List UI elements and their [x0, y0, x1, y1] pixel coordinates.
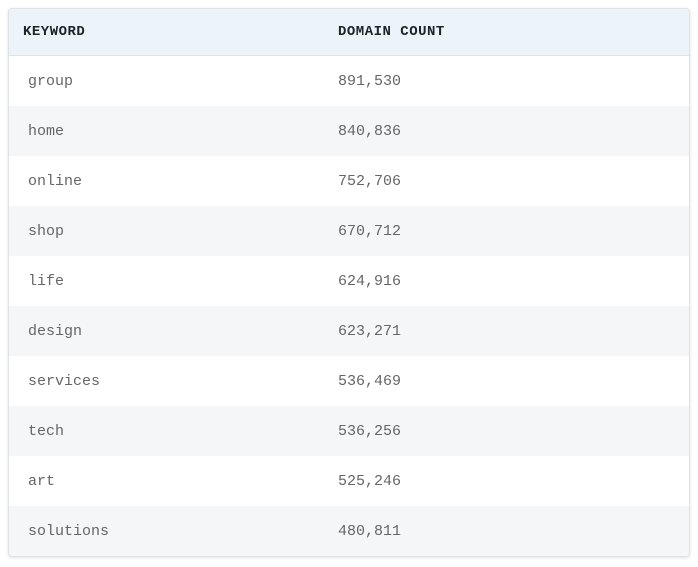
domain-count-column-header: DOMAIN COUNT: [338, 24, 445, 40]
keyword-domain-count-table: KEYWORD DOMAIN COUNT group 891,530 home …: [8, 8, 690, 557]
keyword-cell: art: [28, 472, 56, 490]
keyword-cell: solutions: [28, 522, 110, 540]
keyword-cell: services: [28, 372, 101, 390]
table-row: art 525,246: [9, 456, 689, 506]
domain-count-cell: 623,271: [338, 322, 402, 340]
domain-count-cell: 536,256: [338, 422, 402, 440]
domain-count-cell: 525,246: [338, 472, 402, 490]
table-row: design 623,271: [9, 306, 689, 356]
table-row: shop 670,712: [9, 206, 689, 256]
domain-count-cell: 752,706: [338, 172, 402, 190]
table-row: life 624,916: [9, 256, 689, 306]
table-row: group 891,530: [9, 56, 689, 106]
domain-count-cell: 840,836: [338, 122, 402, 140]
table-row: solutions 480,811: [9, 506, 689, 556]
table-row: home 840,836: [9, 106, 689, 156]
keyword-cell: home: [28, 122, 65, 140]
keyword-cell: group: [28, 72, 74, 90]
keyword-cell: online: [28, 172, 83, 190]
keyword-cell: life: [28, 272, 65, 290]
keyword-cell: tech: [28, 422, 65, 440]
table-row: online 752,706: [9, 156, 689, 206]
domain-count-cell: 624,916: [338, 272, 402, 290]
table-row: services 536,469: [9, 356, 689, 406]
domain-count-cell: 480,811: [338, 522, 402, 540]
keyword-cell: shop: [28, 222, 65, 240]
keyword-column-header: KEYWORD: [23, 24, 86, 40]
domain-count-cell: 536,469: [338, 372, 402, 390]
table-header-row: KEYWORD DOMAIN COUNT: [9, 9, 689, 56]
table-body: group 891,530 home 840,836 online 752,70…: [9, 56, 689, 556]
table-row: tech 536,256: [9, 406, 689, 456]
domain-count-cell: 670,712: [338, 222, 402, 240]
keyword-cell: design: [28, 322, 83, 340]
domain-count-cell: 891,530: [338, 72, 402, 90]
